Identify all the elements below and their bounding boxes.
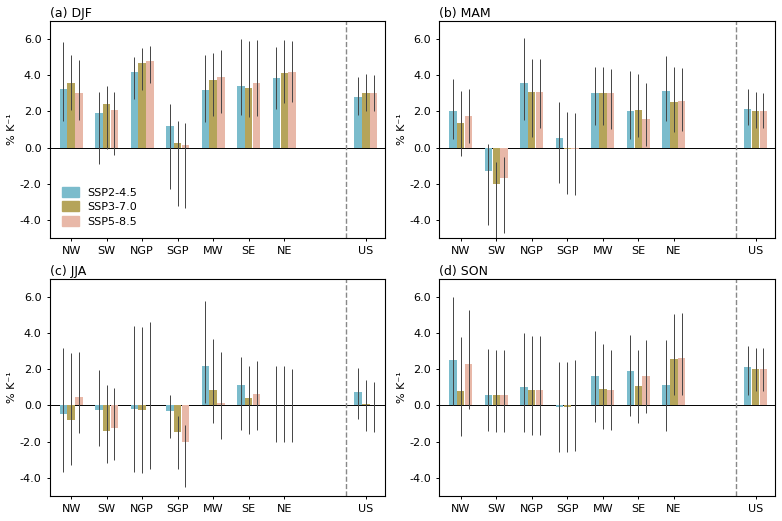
Bar (245, 88, 253, 147)
Bar (759, 111, 767, 147)
Bar (362, 93, 370, 147)
Bar (181, 405, 189, 441)
Text: (c) JJA: (c) JJA (50, 265, 86, 278)
Bar (744, 367, 752, 405)
Bar (59, 405, 67, 414)
Bar (166, 405, 174, 411)
Bar (174, 143, 181, 147)
Bar (759, 369, 767, 405)
Bar (662, 91, 669, 147)
Bar (564, 147, 571, 148)
Bar (289, 72, 296, 147)
Bar (174, 405, 181, 432)
Bar (111, 110, 118, 147)
Bar (237, 86, 245, 147)
Bar (354, 392, 362, 405)
Bar (449, 360, 457, 405)
Bar (607, 390, 615, 405)
Bar (635, 110, 642, 147)
Bar (202, 366, 209, 405)
Bar (457, 391, 465, 405)
Bar (59, 89, 67, 147)
Bar (520, 387, 528, 405)
Bar (354, 97, 362, 147)
Bar (627, 110, 634, 147)
Bar (485, 394, 492, 405)
Bar (662, 386, 669, 405)
Bar (670, 359, 677, 405)
Bar (457, 123, 465, 147)
Bar (752, 369, 759, 405)
Bar (599, 93, 607, 147)
Bar (237, 384, 245, 405)
Bar (449, 111, 457, 147)
Y-axis label: % K⁻¹: % K⁻¹ (7, 114, 17, 145)
Bar (67, 82, 75, 147)
Bar (166, 126, 174, 147)
Bar (752, 111, 759, 147)
Bar (627, 371, 634, 405)
Bar (181, 145, 189, 147)
Bar (564, 405, 571, 407)
Bar (556, 138, 563, 147)
Bar (500, 395, 508, 405)
Bar (273, 78, 280, 147)
Bar (528, 390, 536, 405)
Bar (95, 405, 102, 410)
Bar (500, 147, 508, 178)
Bar (591, 377, 599, 405)
Bar (253, 83, 260, 147)
Bar (138, 405, 146, 410)
Y-axis label: % K⁻¹: % K⁻¹ (396, 114, 407, 145)
Bar (362, 404, 370, 405)
Bar (493, 395, 500, 405)
Bar (370, 93, 378, 147)
Bar (103, 104, 110, 147)
Bar (217, 77, 224, 147)
Bar (281, 72, 288, 147)
Bar (210, 390, 217, 405)
Bar (253, 393, 260, 405)
Bar (103, 405, 110, 431)
Bar (245, 398, 253, 405)
Bar (217, 403, 224, 405)
Bar (744, 109, 752, 147)
Text: (a) DJF: (a) DJF (50, 7, 91, 20)
Bar (485, 147, 492, 171)
Legend: SSP2-4.5, SSP3-7.0, SSP5-8.5: SSP2-4.5, SSP3-7.0, SSP5-8.5 (59, 183, 141, 230)
Bar (465, 364, 472, 405)
Bar (520, 83, 528, 147)
Bar (643, 119, 650, 147)
Bar (138, 63, 146, 147)
Bar (465, 116, 472, 147)
Bar (635, 387, 642, 405)
Bar (591, 93, 599, 147)
Bar (643, 377, 650, 405)
Bar (75, 93, 83, 147)
Bar (536, 92, 543, 147)
Bar (599, 389, 607, 405)
Bar (210, 80, 217, 147)
Bar (607, 93, 615, 147)
Bar (202, 90, 209, 147)
Bar (678, 358, 685, 405)
Bar (678, 101, 685, 147)
Bar (146, 61, 154, 147)
Text: (b) MAM: (b) MAM (439, 7, 491, 20)
Bar (670, 102, 677, 147)
Bar (556, 405, 563, 407)
Bar (95, 113, 102, 147)
Bar (536, 390, 543, 405)
Bar (493, 147, 500, 184)
Text: (d) SON: (d) SON (439, 265, 489, 278)
Bar (111, 405, 118, 428)
Bar (131, 405, 138, 409)
Bar (75, 397, 83, 405)
Bar (131, 72, 138, 147)
Y-axis label: % K⁻¹: % K⁻¹ (396, 371, 407, 403)
Bar (67, 405, 75, 420)
Bar (572, 147, 579, 150)
Bar (528, 92, 536, 147)
Y-axis label: % K⁻¹: % K⁻¹ (7, 371, 17, 403)
